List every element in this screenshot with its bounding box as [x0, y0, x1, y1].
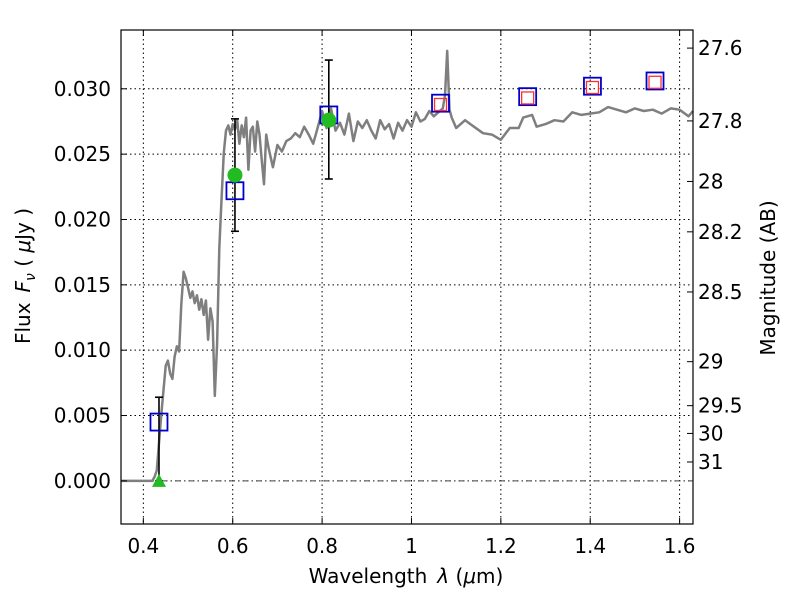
- y2-tick-label: 28.5: [698, 280, 743, 304]
- observed-photometry-point: [521, 91, 535, 105]
- y2-tick-label: 30: [698, 421, 723, 445]
- x-tick-label: 0.6: [217, 534, 249, 558]
- x-tick-label: 1: [405, 534, 418, 558]
- y-axis-label-symbol: F: [11, 280, 35, 292]
- y-tick-labels: 0.000 0.005 0.010 0.015 0.020 0.025 0.030: [54, 77, 111, 493]
- y2-tick-label: 29.5: [698, 394, 743, 418]
- x-tick-label: 1.4: [574, 534, 606, 558]
- detection-point: [321, 112, 337, 128]
- y-axis-label-unit-rest: Jy ): [11, 208, 35, 242]
- x-axis-label: Wavelength λ (μm): [309, 564, 504, 588]
- x-tick-label: 0.8: [306, 534, 338, 558]
- observed-photometry-point: [433, 97, 448, 112]
- axis-ticks: [121, 30, 693, 524]
- y2-axis-label: Magnitude (AB): [756, 200, 780, 355]
- upper-limit-marker: [151, 473, 166, 487]
- x-axis-label-text: Wavelength: [309, 564, 428, 588]
- y2-tick-label: 29: [698, 350, 723, 374]
- observed-photometry-point: [648, 75, 662, 89]
- y-tick-label: 0.015: [54, 273, 111, 297]
- plot-frame: [120, 29, 694, 525]
- y-tick-label: 0.000: [54, 469, 111, 493]
- x-axis-label-symbol: λ: [436, 564, 449, 588]
- x-axis-label-unit-mu: μ: [462, 564, 476, 588]
- y-axis-label: Flux Fν ( μJy ): [11, 208, 39, 344]
- model-spectrum: [121, 49, 694, 483]
- y2-tick-label: 28: [698, 169, 723, 193]
- model-photometry-point: [645, 71, 665, 91]
- photometry-points: [149, 71, 665, 487]
- x-tick-label: 1.2: [485, 534, 517, 558]
- model-photometry-point: [518, 87, 538, 107]
- model-photometry-point: [149, 412, 169, 432]
- x-tick-labels: 0.4 0.6 0.8 1 1.2 1.4 1.6: [127, 534, 695, 558]
- y-axis-label-unit-open: (: [11, 253, 35, 274]
- y-tick-label: 0.020: [54, 207, 111, 231]
- y-axis-label-subscript: ν: [23, 273, 39, 281]
- grid-lines: [121, 30, 693, 524]
- y-axis-label-unit-mu: μ: [11, 240, 35, 254]
- y2-tick-label: 27.8: [698, 109, 743, 133]
- x-tick-label: 1.6: [664, 534, 696, 558]
- x-axis-label-unit-open: (: [449, 564, 463, 588]
- observed-photometry-point: [585, 80, 600, 95]
- error-bars: [154, 59, 333, 482]
- model-photometry-point: [583, 76, 602, 96]
- y-axis-label-text: Flux: [11, 302, 35, 344]
- spectrum-line: [121, 49, 694, 483]
- y-tick-label: 0.025: [54, 142, 111, 166]
- y2-tick-labels: 27.6 27.8 28 28.2 28.5 29 29.5 30 31: [698, 36, 743, 474]
- y2-tick-label: 31: [698, 450, 723, 474]
- x-tick-label: 0.4: [127, 534, 159, 558]
- y-tick-label: 0.005: [54, 404, 111, 428]
- y2-tick-label: 27.6: [698, 36, 743, 60]
- y-tick-label: 0.010: [54, 338, 111, 362]
- y-tick-label: 0.030: [54, 77, 111, 101]
- x-axis-label-unit-rest: m): [476, 564, 503, 588]
- detection-point: [227, 167, 243, 183]
- y2-tick-label: 28.2: [698, 220, 743, 244]
- model-photometry-point: [431, 93, 450, 113]
